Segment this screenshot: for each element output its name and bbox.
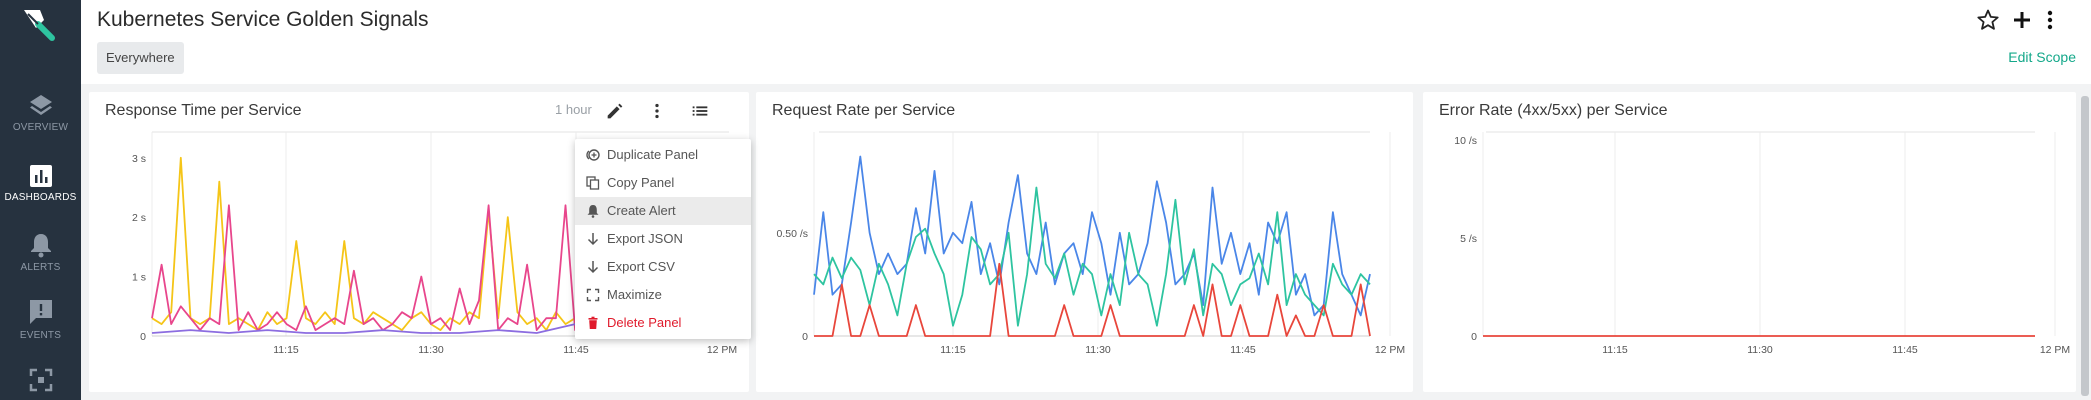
sidebar-item-label: OVERVIEW bbox=[12, 122, 69, 133]
download-arrow-icon bbox=[587, 261, 599, 274]
alert-message-icon bbox=[29, 300, 52, 324]
menu-item-label: Delete Panel bbox=[607, 315, 682, 330]
series-line-2 bbox=[151, 317, 595, 334]
y-tick-label: 0 bbox=[140, 331, 146, 343]
request-rate-chart: 0 0.50 /s 11:15 11:30 11:45 12 PM bbox=[776, 131, 1405, 356]
menu-item-delete-panel[interactable]: Delete Panel bbox=[575, 309, 751, 337]
layers-icon bbox=[29, 95, 52, 115]
x-tick-label: 12 PM bbox=[2040, 344, 2070, 356]
edit-pencil-icon[interactable] bbox=[604, 100, 626, 122]
menu-item-label: Maximize bbox=[607, 287, 662, 302]
panel-title: Response Time per Service bbox=[105, 102, 302, 119]
time-range-label: 1 hour bbox=[555, 102, 592, 117]
x-tick-label: 11:15 bbox=[1602, 344, 1628, 356]
sidebar-item-capture[interactable] bbox=[0, 368, 81, 400]
menu-item-export-json[interactable]: Export JSON bbox=[575, 225, 751, 253]
y-tick-label: 10 /s bbox=[1454, 135, 1477, 147]
x-tick-label: 11:45 bbox=[1230, 344, 1256, 356]
x-tick-label: 11:30 bbox=[1747, 344, 1773, 356]
menu-item-maximize[interactable]: Maximize bbox=[575, 281, 751, 309]
x-tick-label: 11:45 bbox=[563, 344, 589, 356]
y-tick-label: 3 s bbox=[132, 153, 146, 165]
x-tick-label: 11:30 bbox=[1085, 344, 1111, 356]
series-line-0 bbox=[813, 155, 1371, 317]
panel-title: Error Rate (4xx/5xx) per Service bbox=[1439, 102, 1668, 119]
series-line-2 bbox=[814, 262, 1371, 337]
copy-icon bbox=[586, 176, 600, 190]
series-line-1 bbox=[813, 186, 1371, 327]
sidebar-item-label: DASHBOARDS bbox=[4, 192, 77, 203]
y-tick-label: 2 s bbox=[132, 212, 146, 224]
x-tick-label: 11:30 bbox=[418, 344, 444, 356]
add-icon[interactable] bbox=[2010, 8, 2034, 32]
sidebar-item-alerts[interactable]: ALERTS bbox=[0, 232, 81, 298]
page-scrollbar[interactable] bbox=[2078, 86, 2091, 400]
trash-icon bbox=[588, 316, 598, 329]
capture-icon bbox=[29, 368, 52, 392]
duplicate-icon bbox=[586, 149, 600, 161]
x-tick-label: 11:45 bbox=[1892, 344, 1918, 356]
menu-item-label: Duplicate Panel bbox=[607, 147, 699, 162]
shovel-logo-icon[interactable] bbox=[18, 6, 62, 46]
download-arrow-icon bbox=[587, 233, 599, 246]
legend-list-icon[interactable] bbox=[689, 100, 711, 122]
x-tick-label: 11:15 bbox=[273, 344, 299, 356]
y-tick-label: 0.50 /s bbox=[776, 228, 808, 240]
scrollbar-thumb[interactable] bbox=[2081, 96, 2089, 396]
page-header: Kubernetes Service Golden Signals Everyw… bbox=[81, 0, 2091, 84]
sidebar-item-overview[interactable]: OVERVIEW bbox=[0, 92, 81, 158]
menu-item-label: Create Alert bbox=[607, 203, 676, 218]
scope-chip[interactable]: Everywhere bbox=[97, 42, 184, 74]
panel-title: Request Rate per Service bbox=[772, 102, 956, 119]
edit-scope-link[interactable]: Edit Scope bbox=[2008, 49, 2076, 65]
sidebar-item-label: EVENTS bbox=[19, 330, 62, 341]
panel-options-menu: Duplicate Panel Copy Panel Create Alert … bbox=[575, 139, 751, 339]
panel-error-rate: Error Rate (4xx/5xx) per Service 0 5 /s 10… bbox=[1423, 92, 2076, 392]
sidebar: OVERVIEW DASHBOARDS ALERTS bbox=[0, 0, 81, 400]
star-icon[interactable] bbox=[1976, 8, 2000, 32]
x-tick-label: 11:15 bbox=[940, 344, 966, 356]
menu-item-label: Export CSV bbox=[607, 259, 675, 274]
more-vert-icon[interactable] bbox=[2038, 8, 2062, 32]
y-tick-label: 0 bbox=[802, 331, 808, 343]
x-tick-label: 12 PM bbox=[1375, 344, 1405, 356]
page-title: Kubernetes Service Golden Signals bbox=[97, 8, 429, 31]
menu-item-label: Copy Panel bbox=[607, 175, 675, 190]
bar-chart-icon bbox=[29, 165, 52, 187]
y-tick-label: 5 /s bbox=[1460, 233, 1477, 245]
sidebar-item-dashboards[interactable]: DASHBOARDS bbox=[0, 164, 81, 230]
series-line-0 bbox=[151, 156, 595, 332]
error-rate-chart: 0 5 /s 10 /s 11:15 11:30 11:45 12 PM bbox=[1454, 131, 2070, 356]
y-tick-label: 0 bbox=[1471, 331, 1477, 343]
sidebar-item-label: ALERTS bbox=[20, 262, 61, 273]
y-tick-label: 1 s bbox=[132, 272, 146, 284]
panel-request-rate: Request Rate per Service 0 0.50 /s 11:15 11… bbox=[756, 92, 1413, 392]
bell-icon bbox=[30, 234, 51, 258]
more-vert-icon[interactable] bbox=[646, 100, 668, 122]
series-line-1 bbox=[151, 204, 595, 332]
x-tick-label: 12 PM bbox=[707, 344, 737, 356]
menu-item-create-alert[interactable]: Create Alert bbox=[575, 197, 751, 225]
menu-item-copy-panel[interactable]: Copy Panel bbox=[575, 169, 751, 197]
maximize-icon bbox=[586, 288, 600, 302]
menu-item-duplicate-panel[interactable]: Duplicate Panel bbox=[575, 141, 751, 169]
menu-item-label: Export JSON bbox=[607, 231, 683, 246]
sidebar-item-events[interactable]: EVENTS bbox=[0, 298, 81, 364]
bell-icon bbox=[587, 205, 599, 218]
menu-item-export-csv[interactable]: Export CSV bbox=[575, 253, 751, 281]
